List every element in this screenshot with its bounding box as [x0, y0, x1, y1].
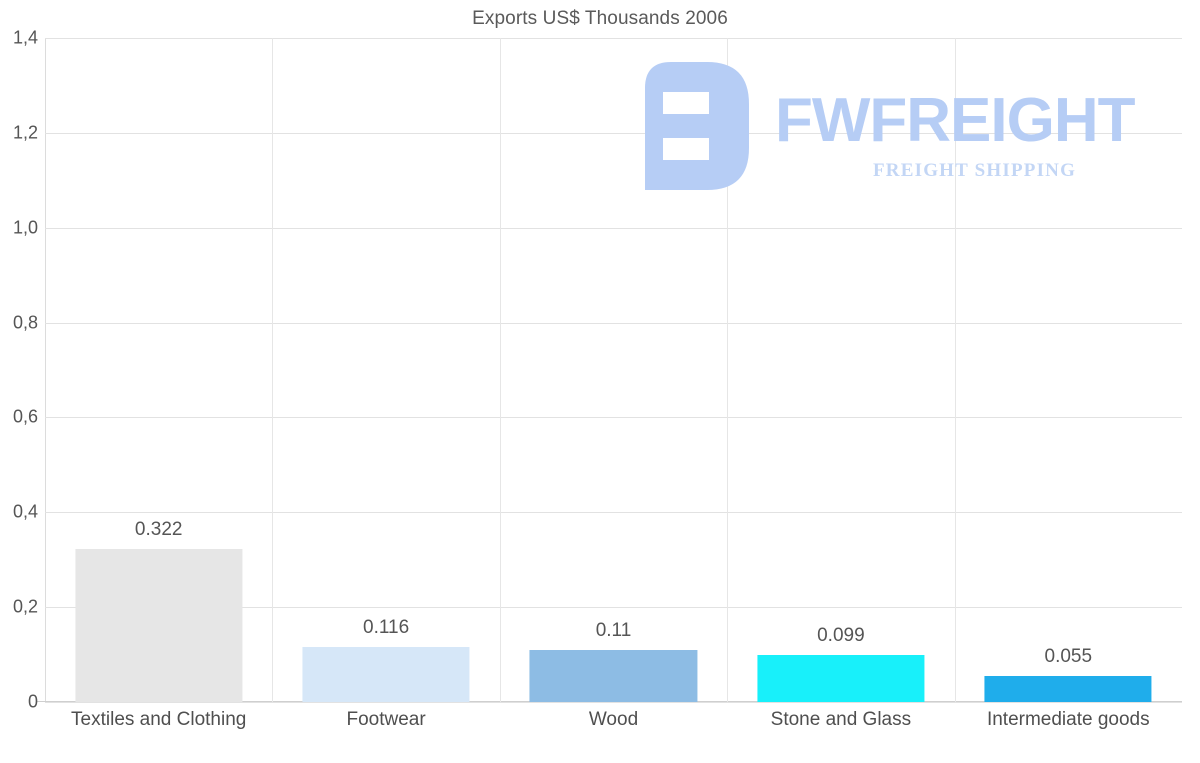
x-axis-category-label: Wood: [588, 709, 639, 730]
gridline-horizontal: [45, 227, 1182, 229]
category-separator: [499, 38, 501, 702]
bar-value-label: 0.322: [134, 519, 183, 541]
bar-value-label: 0.11: [595, 619, 632, 641]
x-axis-category-label: Footwear: [346, 709, 426, 730]
chart-title: Exports US$ Thousands 2006: [472, 8, 728, 29]
plot-area: 0.322 0.116 0.11 0.099 0.055: [37, 38, 1182, 703]
gridline-horizontal: [45, 702, 1182, 703]
gridline-horizontal: [45, 417, 1182, 419]
gridline-horizontal: [45, 322, 1182, 324]
y-axis-line: [45, 38, 46, 702]
x-axis-category-label: Intermediate goods: [986, 709, 1150, 730]
bar-band: 0.099: [727, 38, 954, 702]
category-separator: [727, 38, 729, 702]
category-separator: [954, 38, 956, 702]
bar-value-label: 0.099: [817, 625, 865, 647]
x-axis-category-label: Stone and Glass: [770, 709, 912, 730]
bar-band: 0.322: [45, 38, 272, 702]
bar-band: 0.055: [955, 38, 1182, 702]
y-axis-tick-label: 0,8: [12, 312, 38, 333]
bar[interactable]: [984, 675, 1152, 702]
bar-value-label: 0.055: [1044, 645, 1093, 667]
y-axis-tick-label: 1,4: [12, 27, 38, 48]
category-separator: [272, 38, 274, 702]
bar-band: 0.116: [272, 38, 499, 702]
y-axis-tick-label: 0,4: [12, 501, 38, 522]
gridline-horizontal: [45, 607, 1182, 609]
y-axis-tick-label: 0,6: [12, 406, 38, 427]
gridline-horizontal: [45, 512, 1182, 514]
y-axis-tick-label: 1,2: [12, 122, 38, 143]
bar[interactable]: [757, 655, 925, 702]
gridline-horizontal: [45, 38, 1182, 39]
bar-band: 0.11: [500, 38, 727, 702]
bar[interactable]: [529, 649, 698, 702]
y-axis-tick-label: 0: [27, 691, 38, 712]
x-axis-category-label: Textiles and Clothing: [71, 709, 247, 730]
y-axis-tick-label: 1,0: [12, 217, 38, 238]
y-axis-tick-label: 0,2: [12, 596, 38, 617]
gridline-horizontal: [45, 132, 1182, 134]
bar-value-label: 0.116: [363, 616, 410, 638]
bar[interactable]: [75, 549, 243, 702]
bar[interactable]: [302, 646, 470, 702]
